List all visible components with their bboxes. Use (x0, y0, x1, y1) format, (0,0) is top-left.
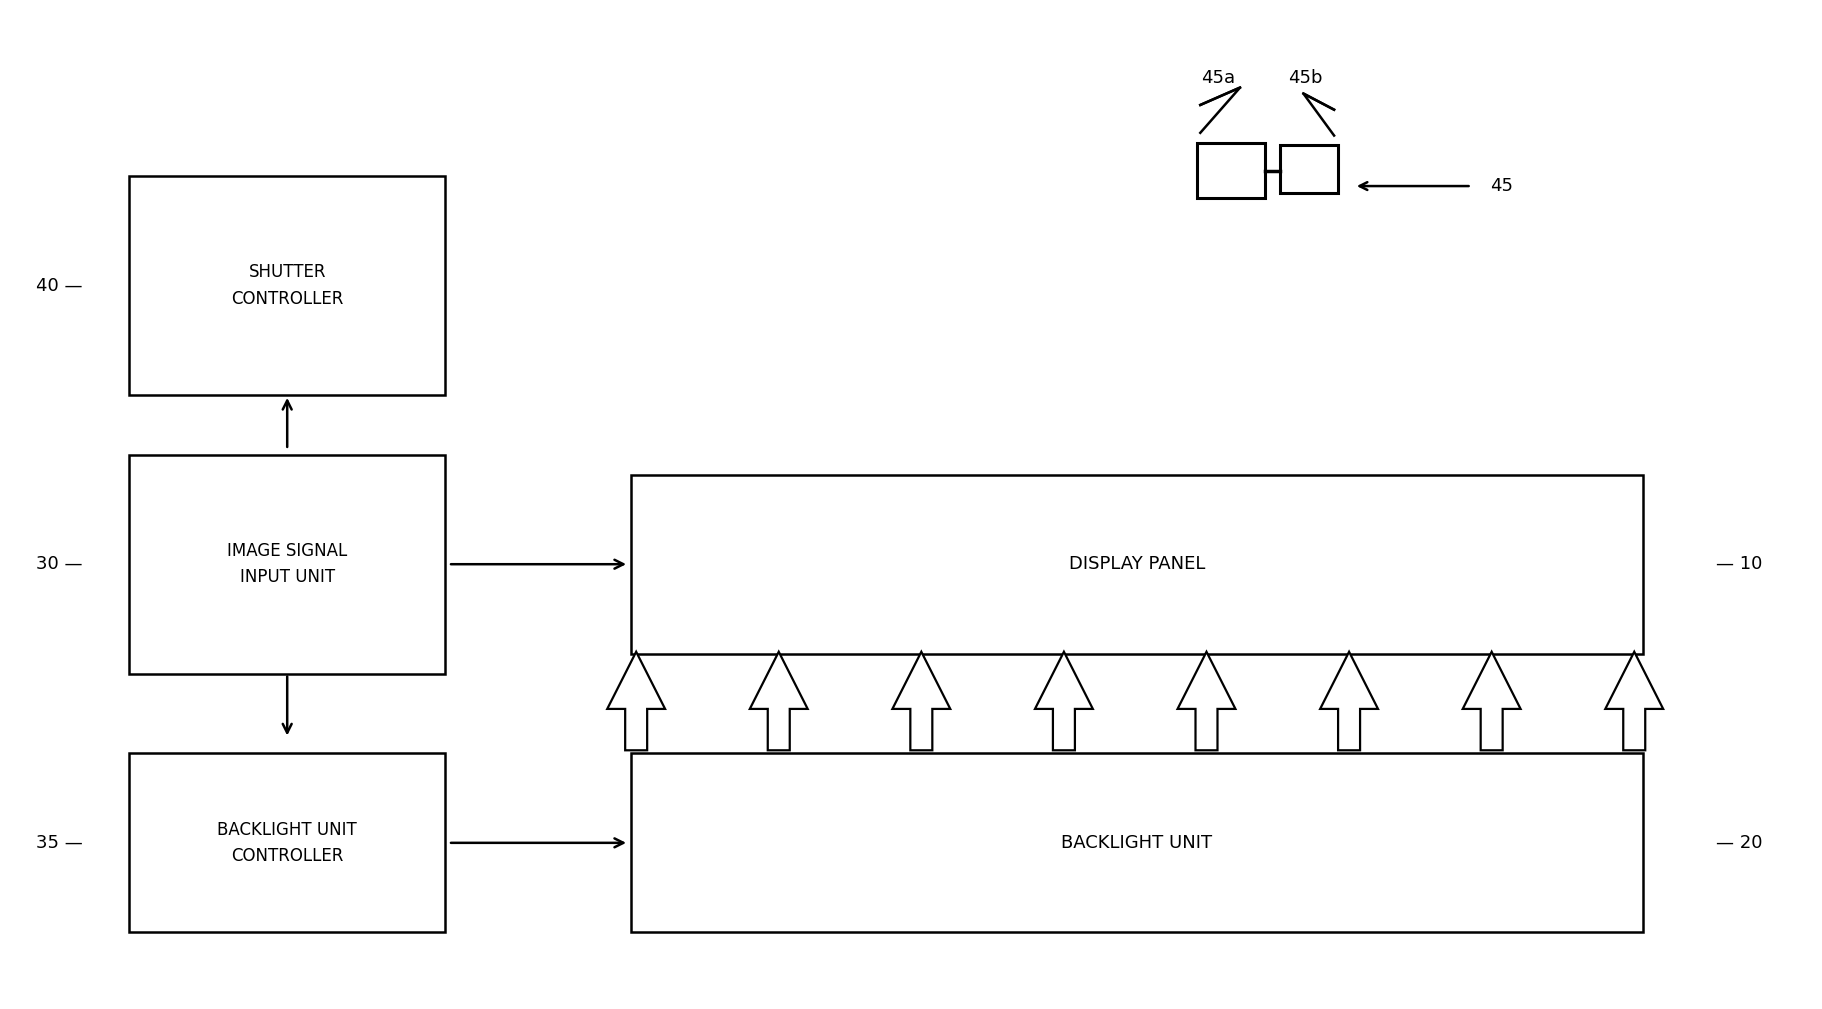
Text: DISPLAY PANEL: DISPLAY PANEL (1070, 555, 1204, 573)
Polygon shape (1177, 652, 1235, 751)
Polygon shape (1321, 652, 1377, 751)
Text: 45a: 45a (1201, 69, 1235, 87)
Text: 45b: 45b (1288, 69, 1323, 87)
Bar (129, 177, 445, 396)
Polygon shape (1605, 652, 1663, 751)
Bar (630, 754, 1643, 932)
Bar (129, 754, 445, 932)
Text: SHUTTER
CONTROLLER: SHUTTER CONTROLLER (231, 263, 343, 308)
Bar (1197, 143, 1266, 198)
Polygon shape (1035, 652, 1093, 751)
Bar (129, 455, 445, 674)
Text: — 10: — 10 (1716, 555, 1762, 573)
Text: BACKLIGHT UNIT
CONTROLLER: BACKLIGHT UNIT CONTROLLER (217, 820, 357, 865)
Text: 30 —: 30 — (36, 555, 82, 573)
Text: — 20: — 20 (1716, 833, 1762, 852)
Bar (630, 474, 1643, 654)
Bar (1279, 145, 1337, 193)
Text: 40 —: 40 — (36, 276, 82, 295)
Polygon shape (607, 652, 665, 751)
Text: 45: 45 (1490, 177, 1512, 195)
Text: 35 —: 35 — (36, 833, 82, 852)
Polygon shape (893, 652, 951, 751)
Text: IMAGE SIGNAL
INPUT UNIT: IMAGE SIGNAL INPUT UNIT (228, 542, 348, 586)
Polygon shape (1463, 652, 1521, 751)
Text: BACKLIGHT UNIT: BACKLIGHT UNIT (1062, 833, 1213, 852)
Polygon shape (751, 652, 807, 751)
